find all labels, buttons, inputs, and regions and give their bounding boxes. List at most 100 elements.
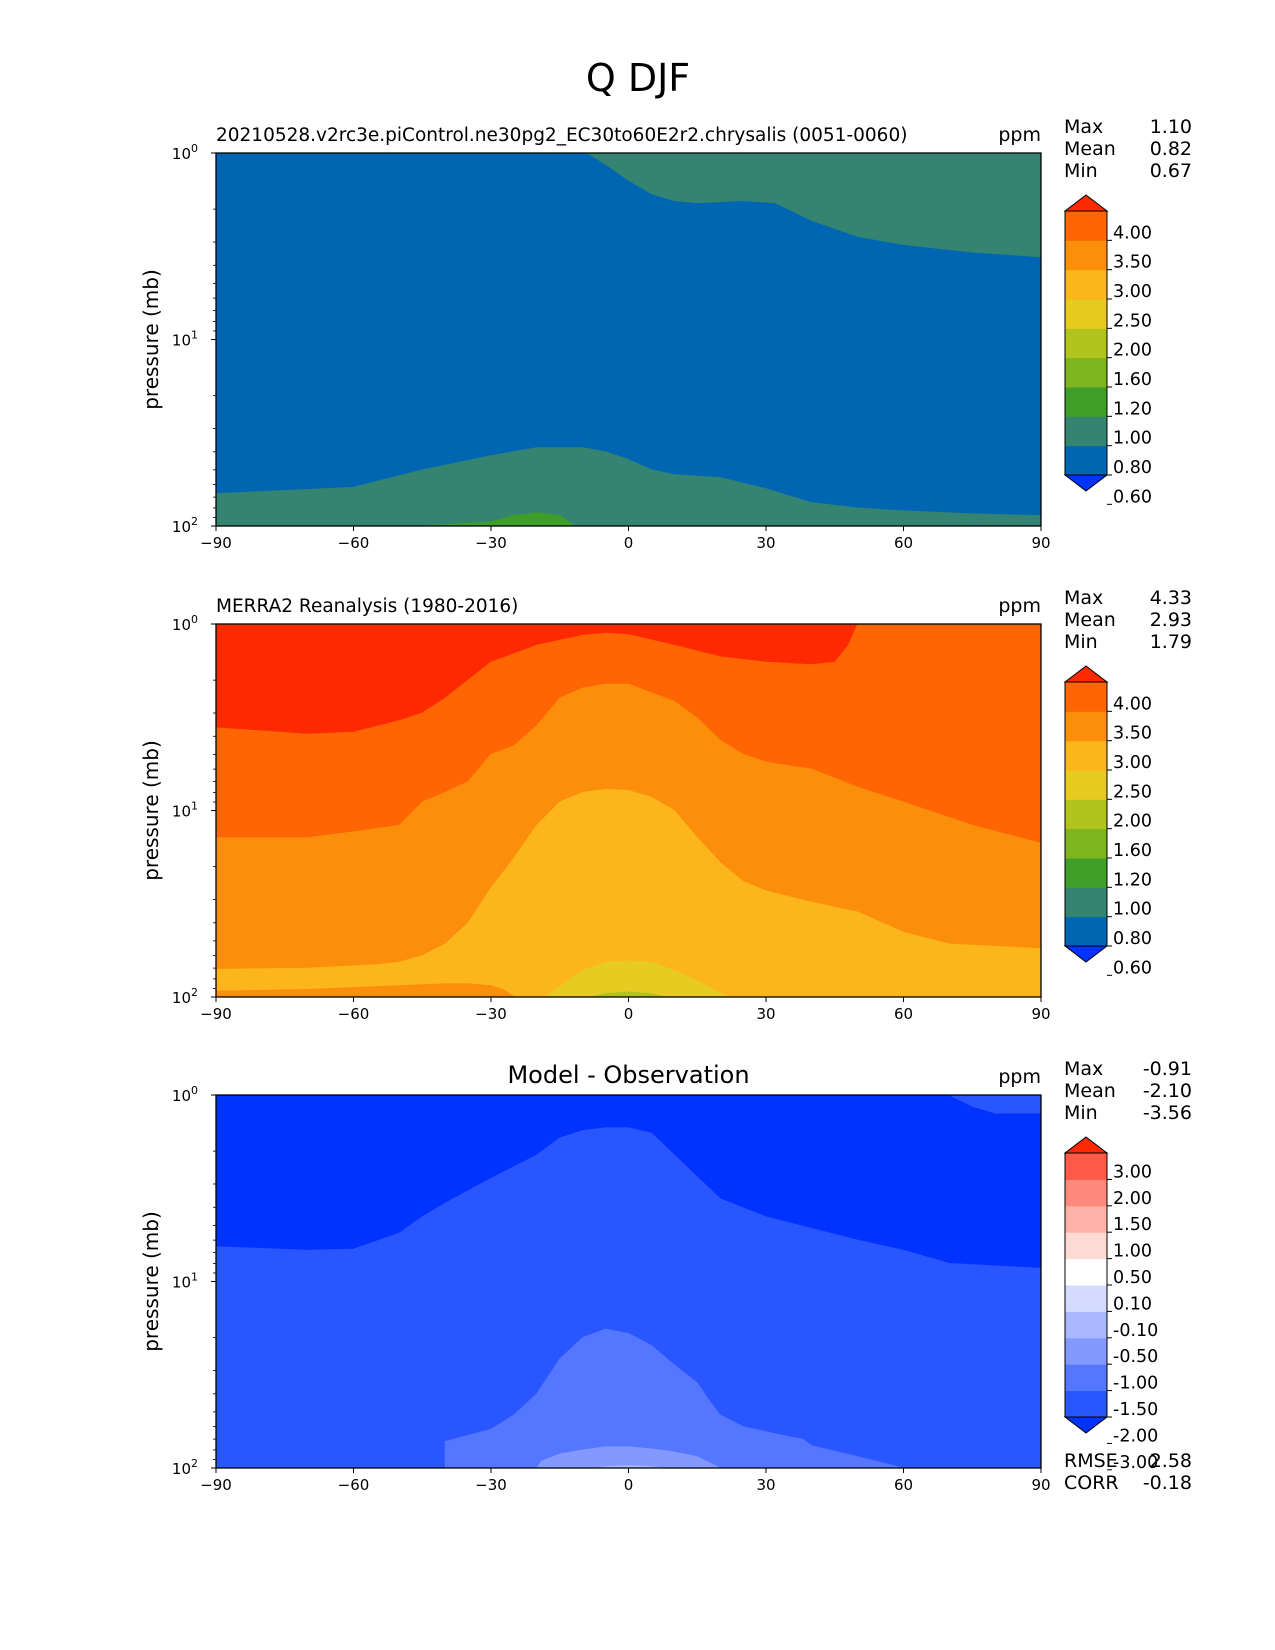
colorbar-tick-label: -1.50 xyxy=(1113,1400,1158,1420)
x-tick-label: 0 xyxy=(624,534,634,552)
colorbar-swatch xyxy=(1065,240,1107,271)
x-tick-label: −90 xyxy=(200,534,232,552)
x-tick-label: 60 xyxy=(894,1005,913,1023)
colorbar-tick-label: -2.00 xyxy=(1113,1426,1158,1446)
y-tick-base: 10 xyxy=(172,803,191,821)
colorbar-tick-label: 4.00 xyxy=(1113,694,1152,714)
colorbar-swatch xyxy=(1065,416,1107,447)
y-tick-label: 101 xyxy=(172,800,198,821)
colorbar-swatch xyxy=(1065,1364,1107,1392)
colorbar-tick-label: 2.00 xyxy=(1113,812,1152,832)
x-tick-label: −60 xyxy=(338,1005,370,1023)
x-tick-label: 90 xyxy=(1031,1476,1050,1494)
y-tick-base: 10 xyxy=(172,145,191,163)
y-tick-exponent: 0 xyxy=(191,1084,198,1097)
stat-value: -0.91 xyxy=(1143,1058,1192,1080)
colorbar-tick-label: 1.00 xyxy=(1113,900,1152,920)
colorbar-swatch xyxy=(1065,1285,1107,1312)
colorbar-swatch xyxy=(1065,887,1107,918)
colorbar-tick-label: 2.50 xyxy=(1113,311,1152,331)
colorbar-tick-label: 3.00 xyxy=(1113,1162,1152,1182)
contour-region xyxy=(216,447,1041,526)
figure-suptitle: Q DJF xyxy=(586,56,690,100)
contour-region xyxy=(422,512,575,526)
colorbar-tick-label: 1.60 xyxy=(1113,370,1152,390)
y-axis-label: pressure (mb) xyxy=(139,740,163,881)
stat-label: Mean xyxy=(1064,609,1116,631)
x-tick-label: −90 xyxy=(200,1476,232,1494)
colorbar-extend-max xyxy=(1063,665,1109,683)
y-tick-base: 10 xyxy=(172,1087,191,1105)
y-tick-exponent: 1 xyxy=(191,1271,198,1284)
contour-region xyxy=(586,153,1041,258)
y-tick-label: 102 xyxy=(172,1457,198,1478)
colorbar-tick-label: 0.50 xyxy=(1113,1268,1152,1288)
panel-title-center: Model - Observation xyxy=(507,1061,749,1089)
stat-label: Min xyxy=(1064,631,1098,653)
contour-region xyxy=(949,1095,1041,1114)
colorbar-extend-max xyxy=(1063,1136,1109,1154)
panel-title-left: MERRA2 Reanalysis (1980-2016) xyxy=(216,596,518,617)
x-tick-label: −90 xyxy=(200,1005,232,1023)
colorbar-tick-label: -0.50 xyxy=(1113,1347,1158,1367)
y-tick-base: 10 xyxy=(172,1460,191,1478)
colorbar-tick-label: 0.80 xyxy=(1113,929,1152,949)
colorbar-tick-label: 0.60 xyxy=(1113,958,1152,978)
x-tick-label: −60 xyxy=(338,534,370,552)
colorbar-tick-label: 0.80 xyxy=(1113,458,1152,478)
colorbar-tick-label: 1.50 xyxy=(1113,1215,1152,1235)
x-tick-label: 90 xyxy=(1031,1005,1050,1023)
x-tick-label: 60 xyxy=(894,534,913,552)
colorbar-tick-label: 3.50 xyxy=(1113,724,1152,744)
y-axis-label: pressure (mb) xyxy=(139,1211,163,1352)
stat-value: -2.10 xyxy=(1143,1080,1192,1102)
x-tick-label: 30 xyxy=(756,1476,775,1494)
plot-area xyxy=(216,624,1041,997)
y-tick-exponent: 0 xyxy=(191,613,198,626)
colorbar-swatch xyxy=(1065,445,1107,476)
colorbar-swatch xyxy=(1065,1390,1107,1418)
contour-region xyxy=(216,788,1041,997)
colorbar-swatch xyxy=(1065,1179,1107,1207)
colorbar-swatch xyxy=(1065,1232,1107,1260)
colorbar-extend-min xyxy=(1063,1416,1109,1434)
y-tick-exponent: 2 xyxy=(191,515,198,528)
colorbar-swatch xyxy=(1065,828,1107,859)
stat-label: Max xyxy=(1064,116,1103,138)
colorbar-extend-min xyxy=(1063,945,1109,963)
panel-title-left: 20210528.v2rc3e.piControl.ne30pg2_EC30to… xyxy=(216,125,907,146)
colorbar-tick-label: 0.10 xyxy=(1113,1294,1152,1314)
colorbar-tick-label: 1.00 xyxy=(1113,1242,1152,1262)
colorbar-swatch xyxy=(1065,1311,1107,1339)
x-tick-label: 30 xyxy=(756,534,775,552)
stat-value: -3.56 xyxy=(1143,1102,1192,1124)
y-tick-exponent: 1 xyxy=(191,800,198,813)
footer-stat-value: 2.58 xyxy=(1150,1450,1192,1472)
y-tick-label: 102 xyxy=(172,515,198,536)
y-tick-label: 101 xyxy=(172,329,198,350)
y-tick-exponent: 2 xyxy=(191,986,198,999)
colorbar-tick-label: 1.60 xyxy=(1113,841,1152,861)
colorbar-tick-label: 2.50 xyxy=(1113,782,1152,802)
stat-label: Mean xyxy=(1064,1080,1116,1102)
stat-value: 1.79 xyxy=(1150,631,1192,653)
colorbar-swatch xyxy=(1065,916,1107,947)
y-tick-base: 10 xyxy=(172,989,191,1007)
x-tick-label: 0 xyxy=(624,1005,634,1023)
y-tick-label: 100 xyxy=(172,613,198,634)
plot-area xyxy=(216,1095,1041,1468)
colorbar-swatch xyxy=(1065,357,1107,388)
colorbar-swatch xyxy=(1065,269,1107,300)
x-tick-label: 30 xyxy=(756,1005,775,1023)
colorbar-swatch xyxy=(1065,211,1107,241)
panel-units: ppm xyxy=(998,124,1041,146)
y-tick-label: 101 xyxy=(172,1271,198,1292)
colorbar-tick-label: -3.00 xyxy=(1113,1453,1158,1473)
contour-region xyxy=(591,991,666,997)
stat-label: Max xyxy=(1064,587,1103,609)
stat-label: Max xyxy=(1064,1058,1103,1080)
y-tick-label: 100 xyxy=(172,1084,198,1105)
contour-region xyxy=(216,1127,1041,1468)
